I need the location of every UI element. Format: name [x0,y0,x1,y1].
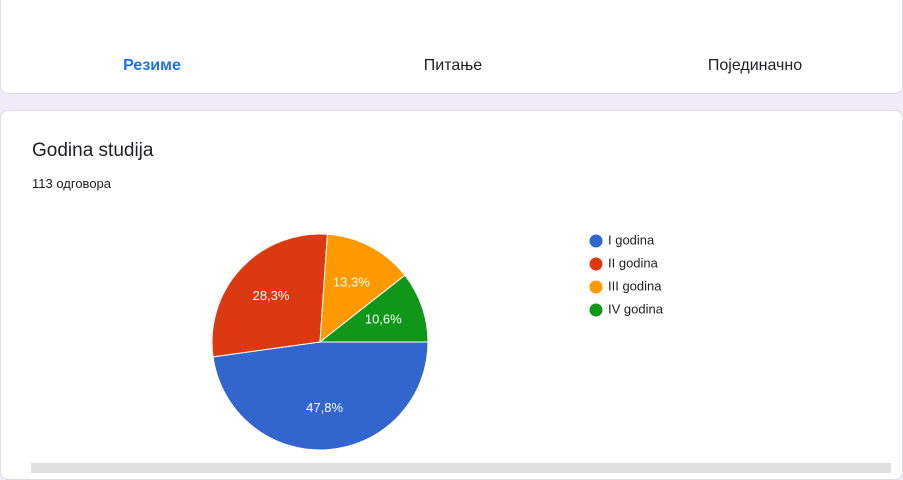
question-title: Godina studija [32,140,154,161]
tab-card: Резиме Питање Појединачно [0,0,903,94]
tab[interactable]: Резиме [123,57,181,74]
pie-chart: 47,8% 28,3% 13,3% 10,6% I godina II godina III… [211,232,664,451]
pie-slice [211,233,328,358]
legend-marker [589,303,603,317]
pie-slice [212,341,429,451]
pie-slice [319,233,406,344]
response-count: 113 одговора [32,176,112,191]
tab[interactable]: Питање [423,57,483,74]
legend-marker [589,280,603,294]
slice-label: 10,6% [365,312,402,327]
slice-label: 13,3% [333,274,370,289]
legend-label: I godina [608,232,655,247]
slice-label: 28,3% [253,288,290,303]
legend-label: III godina [608,278,662,293]
slice-label: 47,8% [306,400,343,415]
tab[interactable]: Појединачно [707,57,803,74]
legend-marker [589,234,603,248]
legend-marker [589,257,603,271]
legend-label: IV godina [608,301,664,316]
legend-label: II godina [608,255,659,270]
pie-slice [318,274,429,343]
